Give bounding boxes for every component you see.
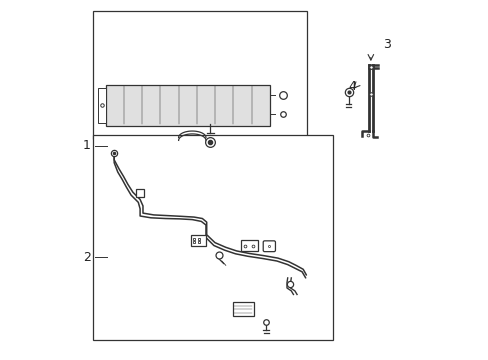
Bar [98, 88, 106, 123]
Text: 2: 2 [82, 251, 91, 264]
Bar [191, 235, 206, 246]
Bar [93, 11, 307, 139]
Bar [136, 189, 144, 197]
Text: 1: 1 [82, 139, 91, 152]
Bar [232, 302, 253, 316]
Text: 4: 4 [348, 80, 356, 93]
Text: 3: 3 [382, 39, 390, 51]
Bar [241, 240, 258, 251]
FancyBboxPatch shape [263, 241, 275, 252]
Bar [106, 85, 269, 126]
Bar [93, 135, 332, 340]
